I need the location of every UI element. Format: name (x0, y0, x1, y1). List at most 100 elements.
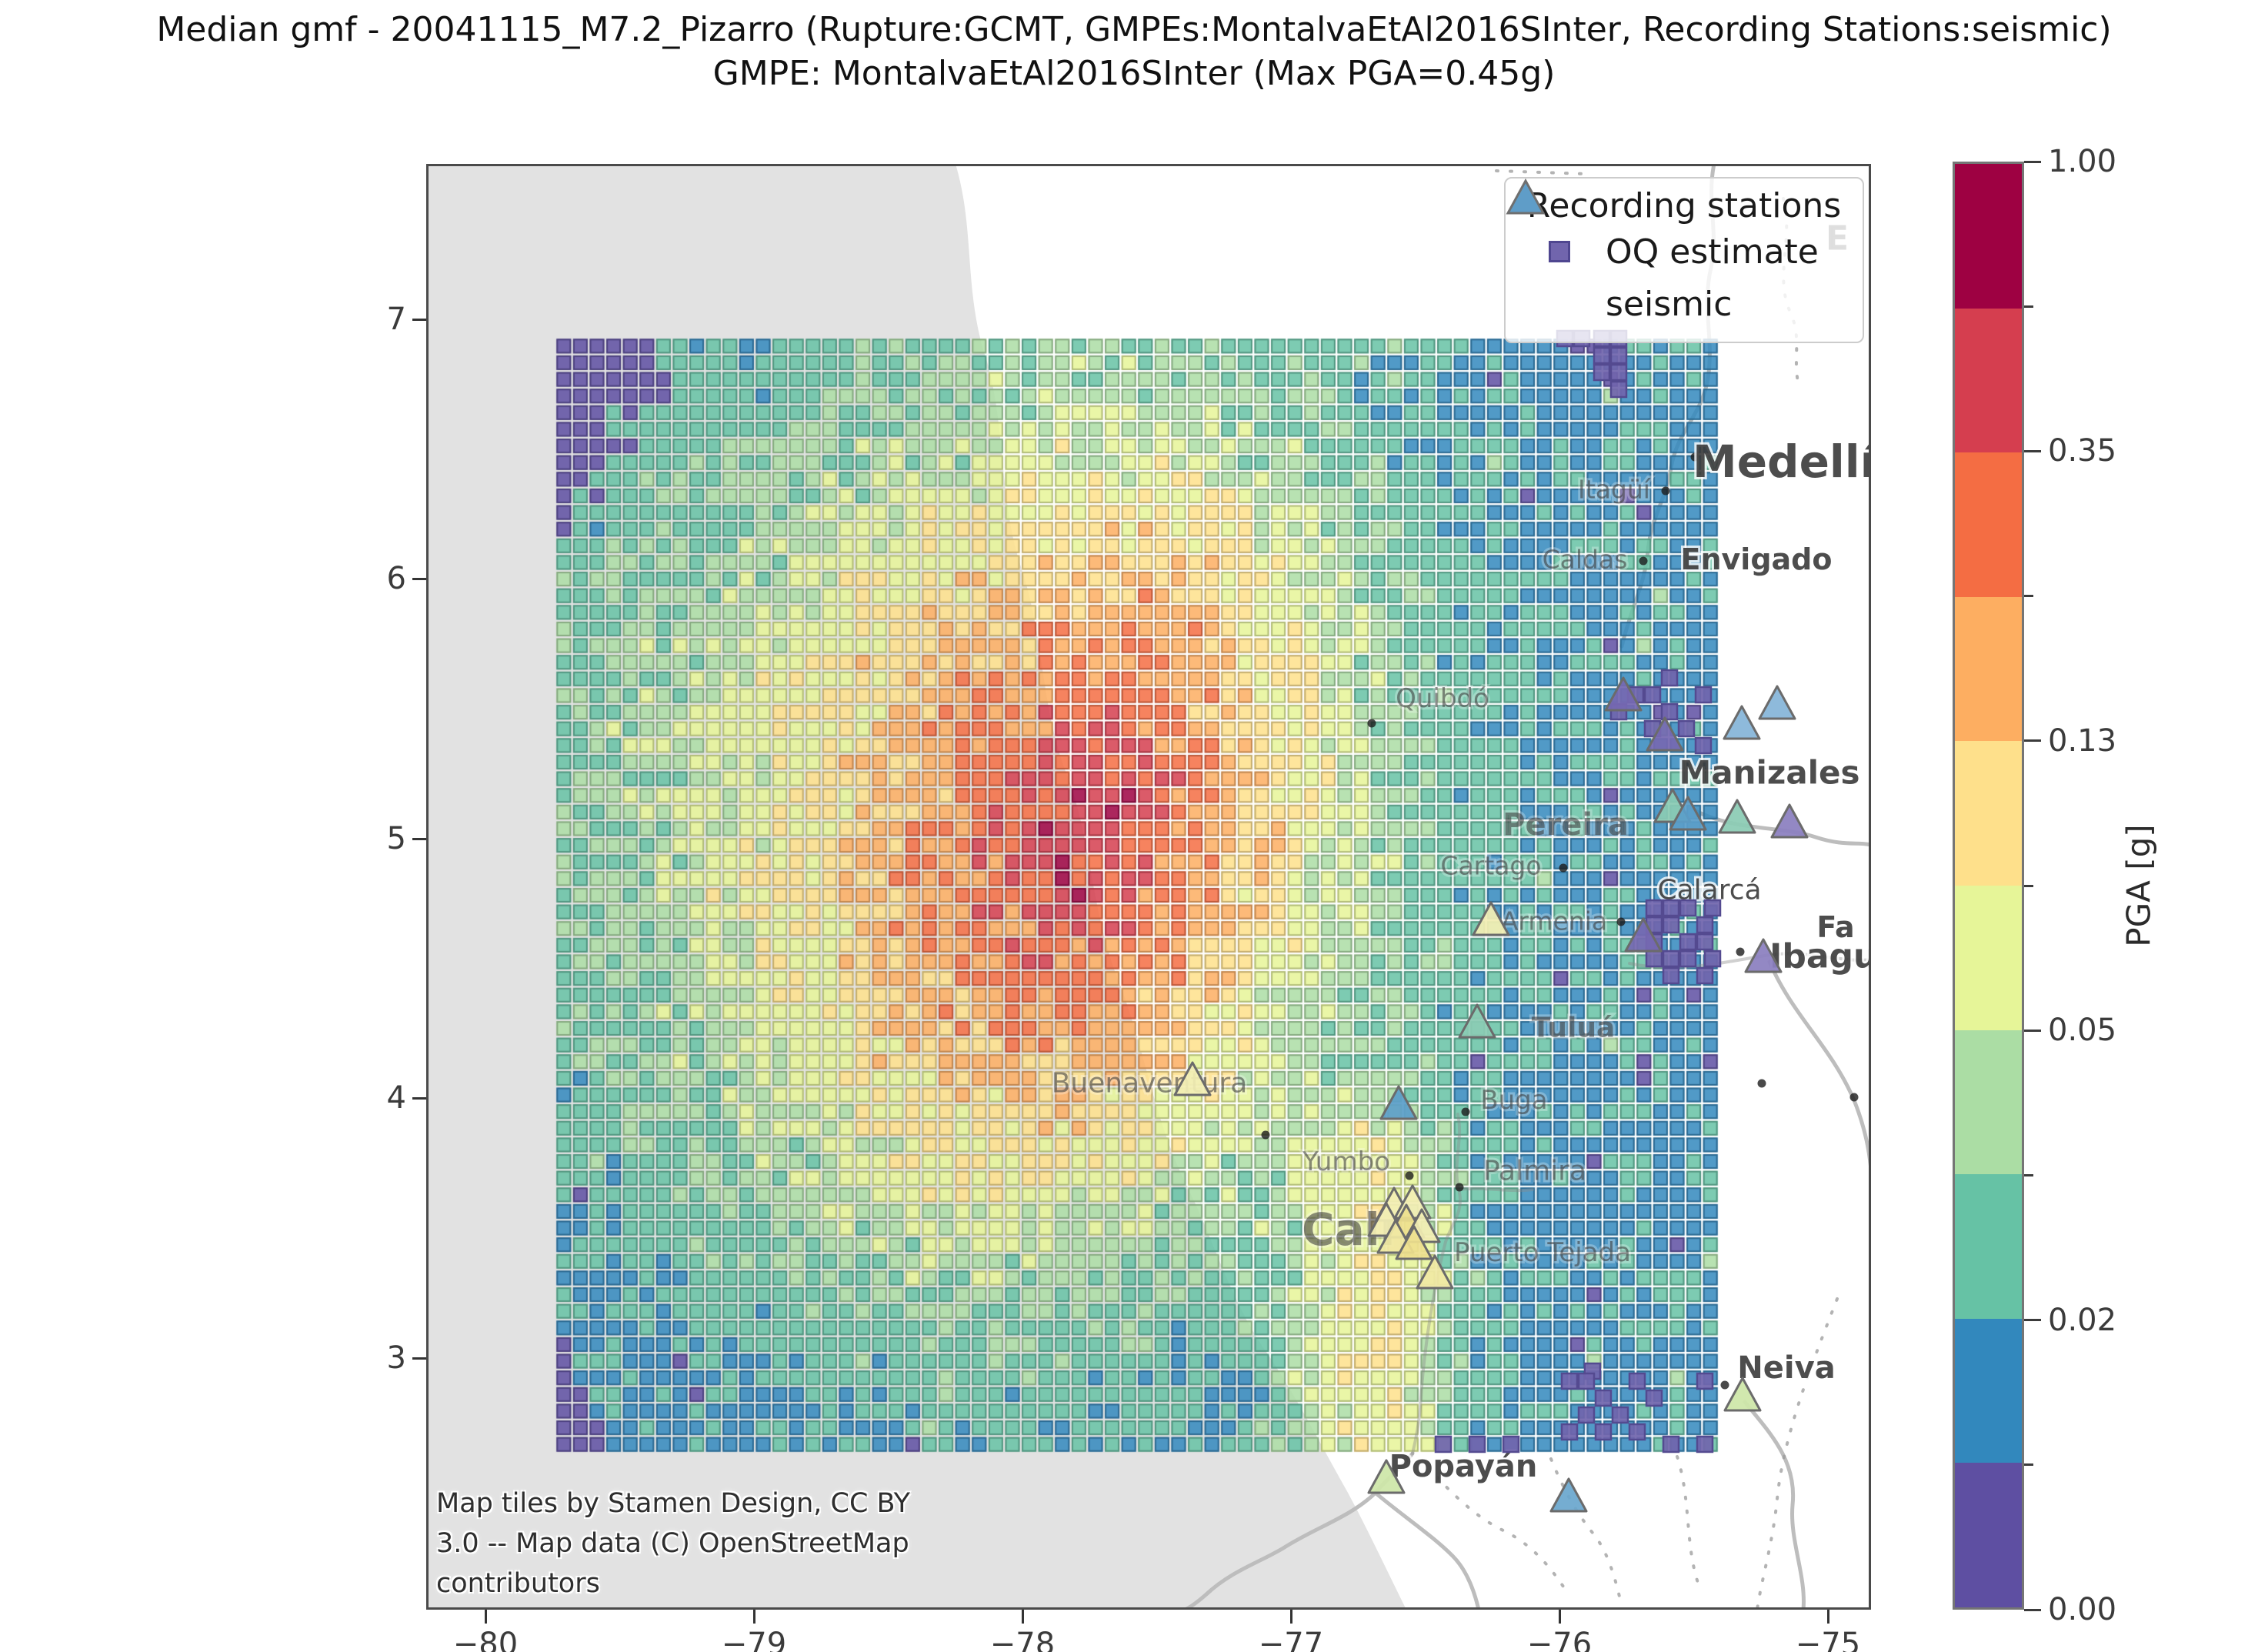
colorbar-tick-label: 1.00 (2048, 144, 2117, 179)
oq-estimate-marker (1694, 736, 1713, 755)
seismic-station-marker (1723, 705, 1761, 740)
city-label-pereira: Pereira (1503, 807, 1629, 843)
oq-estimate-marker (1662, 899, 1680, 917)
seismic-station-marker (1173, 1061, 1212, 1096)
colorbar-tick (2024, 739, 2041, 743)
seismic-station-marker (1395, 1225, 1433, 1260)
oq-estimate-marker (1594, 1389, 1613, 1407)
city-label-popay-n: Popayán (1389, 1449, 1538, 1484)
admin-boundary-dotted (1549, 1457, 1623, 1607)
oq-estimate-marker (1696, 1372, 1714, 1390)
colorbar-tick (2024, 1463, 2033, 1467)
oq-estimate-marker (1468, 1435, 1486, 1453)
colorbar-tick (2024, 305, 2033, 308)
city-label-envigado: Envigado (1681, 542, 1833, 576)
oq-estimate-marker (1643, 686, 1662, 704)
city-label-puerto-tejada: Puerto Tejada (1454, 1237, 1631, 1268)
city-dot (1559, 863, 1568, 873)
x-axis-tick (1290, 1610, 1292, 1624)
colorbar-tick-label: 0.02 (2048, 1302, 2117, 1338)
oq-estimate-marker (1696, 916, 1714, 934)
map-attribution: Map tiles by Stamen Design, CC BY 3.0 --… (436, 1483, 910, 1604)
seismic-station-marker (1416, 1254, 1454, 1290)
map-plot: MedellínEItagüíCaldasEnvigadoQuibdóManiz… (426, 164, 1871, 1610)
city-dot (1720, 1380, 1729, 1390)
seismic-station-marker (1646, 716, 1684, 752)
y-axis-tick-label: 5 (386, 821, 406, 856)
city-dot (1690, 452, 1699, 462)
city-dot (1461, 1107, 1470, 1116)
oq-estimate-marker (1609, 363, 1628, 382)
oq-estimate-marker (1434, 1435, 1453, 1453)
city-label-caldas: Caldas (1543, 545, 1628, 575)
city-label-cartago: Cartago (1440, 851, 1541, 881)
oq-estimate-marker (1662, 1435, 1680, 1453)
colorbar-tick (2024, 595, 2033, 598)
legend-title: Recording stations (1526, 186, 1842, 225)
city-label-manizales: Manizales (1679, 754, 1859, 792)
legend-item-seismic: seismic (1506, 179, 1855, 330)
seismic-station-marker (1458, 1003, 1496, 1039)
city-label-itag-: Itagüí (1578, 475, 1652, 505)
road-line (1411, 1113, 1462, 1455)
y-axis-tick (412, 578, 426, 580)
city-label-buga: Buga (1480, 1085, 1547, 1116)
city-dot (1736, 947, 1745, 956)
x-axis-tick (485, 1610, 487, 1624)
oq-estimate-marker (1679, 933, 1697, 951)
figure-title: Median gmf - 20041115_M7.2_Pizarro (Rupt… (0, 8, 2268, 95)
city-label-quibd-: Quibdó (1396, 683, 1489, 714)
colorbar-segment (1955, 596, 2022, 742)
colorbar-segment (1955, 1030, 2022, 1175)
oq-estimate-marker (1628, 1372, 1646, 1390)
admin-boundary-dotted (1756, 1297, 1839, 1607)
city-dot (1455, 1183, 1464, 1192)
y-axis-tick (412, 1357, 426, 1360)
colorbar-tick-label: 0.05 (2048, 1013, 2117, 1049)
oq-estimate-marker (1577, 1372, 1596, 1390)
seismic-station-marker (1624, 917, 1663, 953)
city-dot (1849, 1093, 1859, 1102)
legend-item-oq-estimate: OQ estimate (1513, 225, 1855, 278)
attribution-line2: 3.0 -- Map data (C) OpenStreetMap (436, 1528, 909, 1559)
colorbar-segment (1955, 308, 2022, 453)
oq-estimate-marker (1662, 966, 1680, 985)
oq-estimate-marker (1645, 899, 1663, 917)
road-line (1457, 1186, 1534, 1193)
oq-estimate-marker (1502, 1435, 1520, 1453)
colorbar-segment (1955, 452, 2022, 597)
legend-label-seismic: seismic (1606, 284, 1733, 324)
admin-boundary-dotted (1676, 1455, 1700, 1587)
colorbar-segment (1955, 1318, 2022, 1463)
colorbar-segment (1955, 164, 2022, 309)
city-dot (1639, 556, 1648, 566)
y-axis-tick-label: 7 (386, 302, 406, 337)
y-axis-tick-label: 3 (386, 1340, 406, 1376)
colorbar-tick (2024, 1173, 2033, 1176)
colorbar (1953, 162, 2024, 1610)
city-dot (1261, 1130, 1270, 1140)
colorbar-tick (2024, 449, 2041, 452)
colorbar-tick (2024, 1319, 2041, 1322)
oq-estimate-marker (1679, 899, 1697, 917)
oq-estimate-marker (1696, 966, 1714, 985)
y-axis-tick (412, 838, 426, 840)
x-axis-tick (1022, 1610, 1024, 1624)
city-label-tulu-: Tuluá (1532, 1013, 1616, 1044)
oq-estimate-marker (1611, 1406, 1629, 1424)
oq-estimate-marker (1662, 949, 1680, 968)
oq-estimate-marker (1679, 949, 1697, 968)
oq-estimate-marker (1594, 1423, 1613, 1441)
x-axis-tick-label: −78 (989, 1627, 1056, 1652)
colorbar-segment (1955, 741, 2022, 886)
oq-estimate-marker (1694, 686, 1713, 704)
y-axis-tick-label: 6 (386, 561, 406, 596)
oq-estimate-marker (1696, 1435, 1714, 1453)
x-axis-tick-label: −75 (1795, 1627, 1861, 1652)
x-axis-tick-label: −77 (1258, 1627, 1324, 1652)
x-axis-tick (1559, 1610, 1561, 1624)
legend-box: Recording stations OQ estimate seismic (1504, 177, 1864, 343)
x-axis-tick-label: −80 (452, 1627, 519, 1652)
attribution-line1: Map tiles by Stamen Design, CC BY (436, 1488, 911, 1519)
